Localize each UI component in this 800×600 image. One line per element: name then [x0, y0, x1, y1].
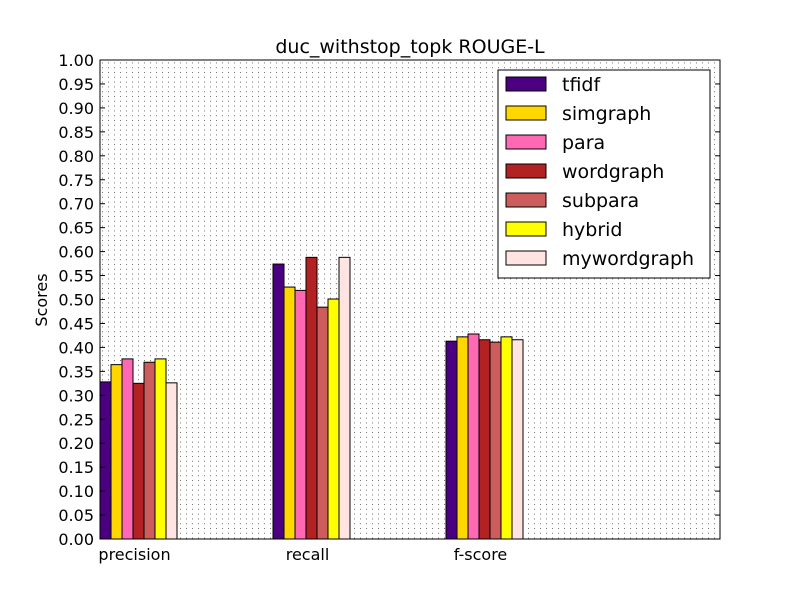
bar-para-recall — [294, 289, 307, 540]
legend-label-mywordgraph: mywordgraph — [562, 248, 694, 270]
chart-title: duc_withstop_topk ROUGE-L — [275, 36, 545, 58]
y-tick-label: 0.90 — [58, 99, 94, 118]
bar-tfidf-f-score — [445, 340, 458, 540]
bar-hybrid-f-score — [500, 336, 513, 540]
bar-tfidf-recall — [272, 263, 285, 540]
x-tick-label-f-score: f-score — [454, 545, 508, 564]
bar-hybrid-precision — [154, 358, 167, 540]
bar-simgraph-recall — [283, 286, 296, 540]
x-axis: precision recall f-score — [98, 534, 507, 564]
bar-simgraph-f-score — [456, 336, 469, 540]
bar-hybrid-recall — [327, 298, 340, 540]
bar-subpara-recall — [316, 306, 329, 540]
legend-label-simgraph: simgraph — [562, 103, 651, 125]
y-tick-label: 0.05 — [58, 506, 94, 525]
y-tick-label: 0.00 — [58, 530, 94, 549]
bar-wordgraph-f-score — [478, 339, 491, 540]
y-tick-label: 0.35 — [58, 362, 94, 381]
bar-mywordgraph-precision — [165, 382, 178, 540]
legend: tfidf simgraph para wordgraph subpara hybrid m… — [497, 69, 711, 279]
legend-label-tfidf: tfidf — [562, 74, 601, 96]
legend-swatch-hybrid — [505, 221, 547, 237]
y-axis-label: Scores — [32, 273, 51, 326]
legend-label-wordgraph: wordgraph — [562, 161, 664, 183]
y-tick-label: 0.45 — [58, 314, 94, 333]
y-tick-label: 1.00 — [58, 51, 94, 70]
y-axis: 0.00 0.05 0.10 0.15 0.20 0.25 0.30 0.35 0.40 0.45… — [58, 51, 720, 549]
legend-swatch-simgraph — [505, 105, 547, 121]
legend-swatch-para — [505, 134, 547, 150]
legend-label-hybrid: hybrid — [562, 219, 623, 241]
legend-swatch-wordgraph — [505, 163, 547, 179]
y-tick-label: 0.20 — [58, 434, 94, 453]
bar-mywordgraph-f-score — [511, 339, 524, 540]
y-tick-label: 0.25 — [58, 410, 94, 429]
x-tick-label-recall: recall — [286, 545, 330, 564]
y-tick-label: 0.55 — [58, 267, 94, 286]
legend-swatch-tfidf — [505, 76, 547, 92]
legend-swatch-subpara — [505, 192, 547, 208]
bar-wordgraph-precision — [132, 382, 145, 540]
legend-label-subpara: subpara — [562, 190, 639, 212]
y-tick-label: 0.95 — [58, 75, 94, 94]
legend-label-para: para — [562, 132, 605, 154]
y-tick-label: 0.65 — [58, 219, 94, 238]
y-tick-label: 0.70 — [58, 195, 94, 214]
bar-para-f-score — [467, 333, 480, 540]
y-tick-label: 0.40 — [58, 338, 94, 357]
bar-wordgraph-recall — [305, 256, 318, 540]
y-tick-label: 0.50 — [58, 291, 94, 310]
bar-simgraph-precision — [110, 364, 123, 540]
y-tick-label: 0.80 — [58, 147, 94, 166]
bar-mywordgraph-recall — [338, 256, 351, 540]
bar-subpara-f-score — [489, 341, 502, 540]
x-tick-label-precision: precision — [98, 545, 170, 564]
y-tick-label: 0.10 — [58, 482, 94, 501]
bar-subpara-precision — [143, 361, 156, 540]
bar-para-precision — [121, 358, 134, 540]
legend-swatch-mywordgraph — [505, 250, 547, 266]
y-tick-label: 0.30 — [58, 386, 94, 405]
y-tick-label: 0.60 — [58, 243, 94, 262]
y-tick-label: 0.15 — [58, 458, 94, 477]
y-tick-label: 0.75 — [58, 171, 94, 190]
y-tick-label: 0.85 — [58, 123, 94, 142]
